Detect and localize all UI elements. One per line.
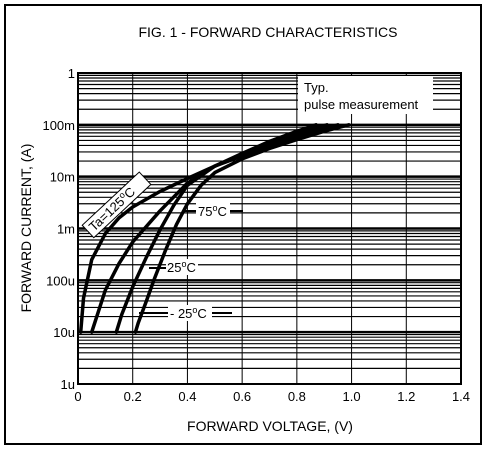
y-tick-label: 1m <box>57 222 75 237</box>
y-tick-label: 1 <box>68 66 75 81</box>
x-tick-label: 1.0 <box>343 389 361 404</box>
annotation-box <box>298 76 433 114</box>
y-tick-label: 10u <box>53 325 75 340</box>
y-tick-label: 100m <box>42 118 75 133</box>
series-line <box>78 123 318 334</box>
chart-title: FIG. 1 - FORWARD CHARACTERISTICS <box>138 24 397 40</box>
x-tick-label: 0.6 <box>233 389 251 404</box>
series-label-box <box>81 171 152 239</box>
y-tick-label: 100u <box>46 273 75 288</box>
series-label: 75oC <box>198 203 227 219</box>
x-tick-label: 0 <box>74 389 81 404</box>
tick-labels: 0 0.2 0.4 0.6 0.8 1.0 1.2 1.4 1 100m 10m 1m 100u 10u 1… <box>42 66 470 404</box>
x-tick-label: 1.2 <box>397 389 415 404</box>
y-tick-label: 10m <box>50 170 75 185</box>
x-tick-label: 0.2 <box>124 389 142 404</box>
x-tick-label: 1.4 <box>452 389 470 404</box>
series-label: 25oC <box>167 259 196 275</box>
x-axis-title: FORWARD VOLTAGE, (V) <box>187 418 353 434</box>
series-line <box>114 123 340 334</box>
plot-border <box>77 72 462 385</box>
series-label-text: - 25oC <box>170 305 207 321</box>
series-line <box>133 123 351 334</box>
series-line <box>89 123 329 334</box>
annotation-line-2: pulse measurement <box>304 97 419 112</box>
series-label-text: 25oC <box>167 259 196 275</box>
label-bg <box>168 305 212 321</box>
x-tick-label: 0.8 <box>288 389 306 404</box>
annotation-line-1: Typ. <box>304 80 329 95</box>
series-group <box>78 123 351 334</box>
grid <box>78 73 461 384</box>
label-bg <box>166 259 198 275</box>
label-bg <box>196 203 230 219</box>
y-tick-label: 1u <box>61 377 75 392</box>
y-axis-title: FORWARD CURRENT, (A) <box>18 144 34 313</box>
series-label-text: 75oC <box>198 203 227 219</box>
series-label: - 25oC <box>170 305 207 321</box>
x-tick-label: 0.4 <box>178 389 196 404</box>
